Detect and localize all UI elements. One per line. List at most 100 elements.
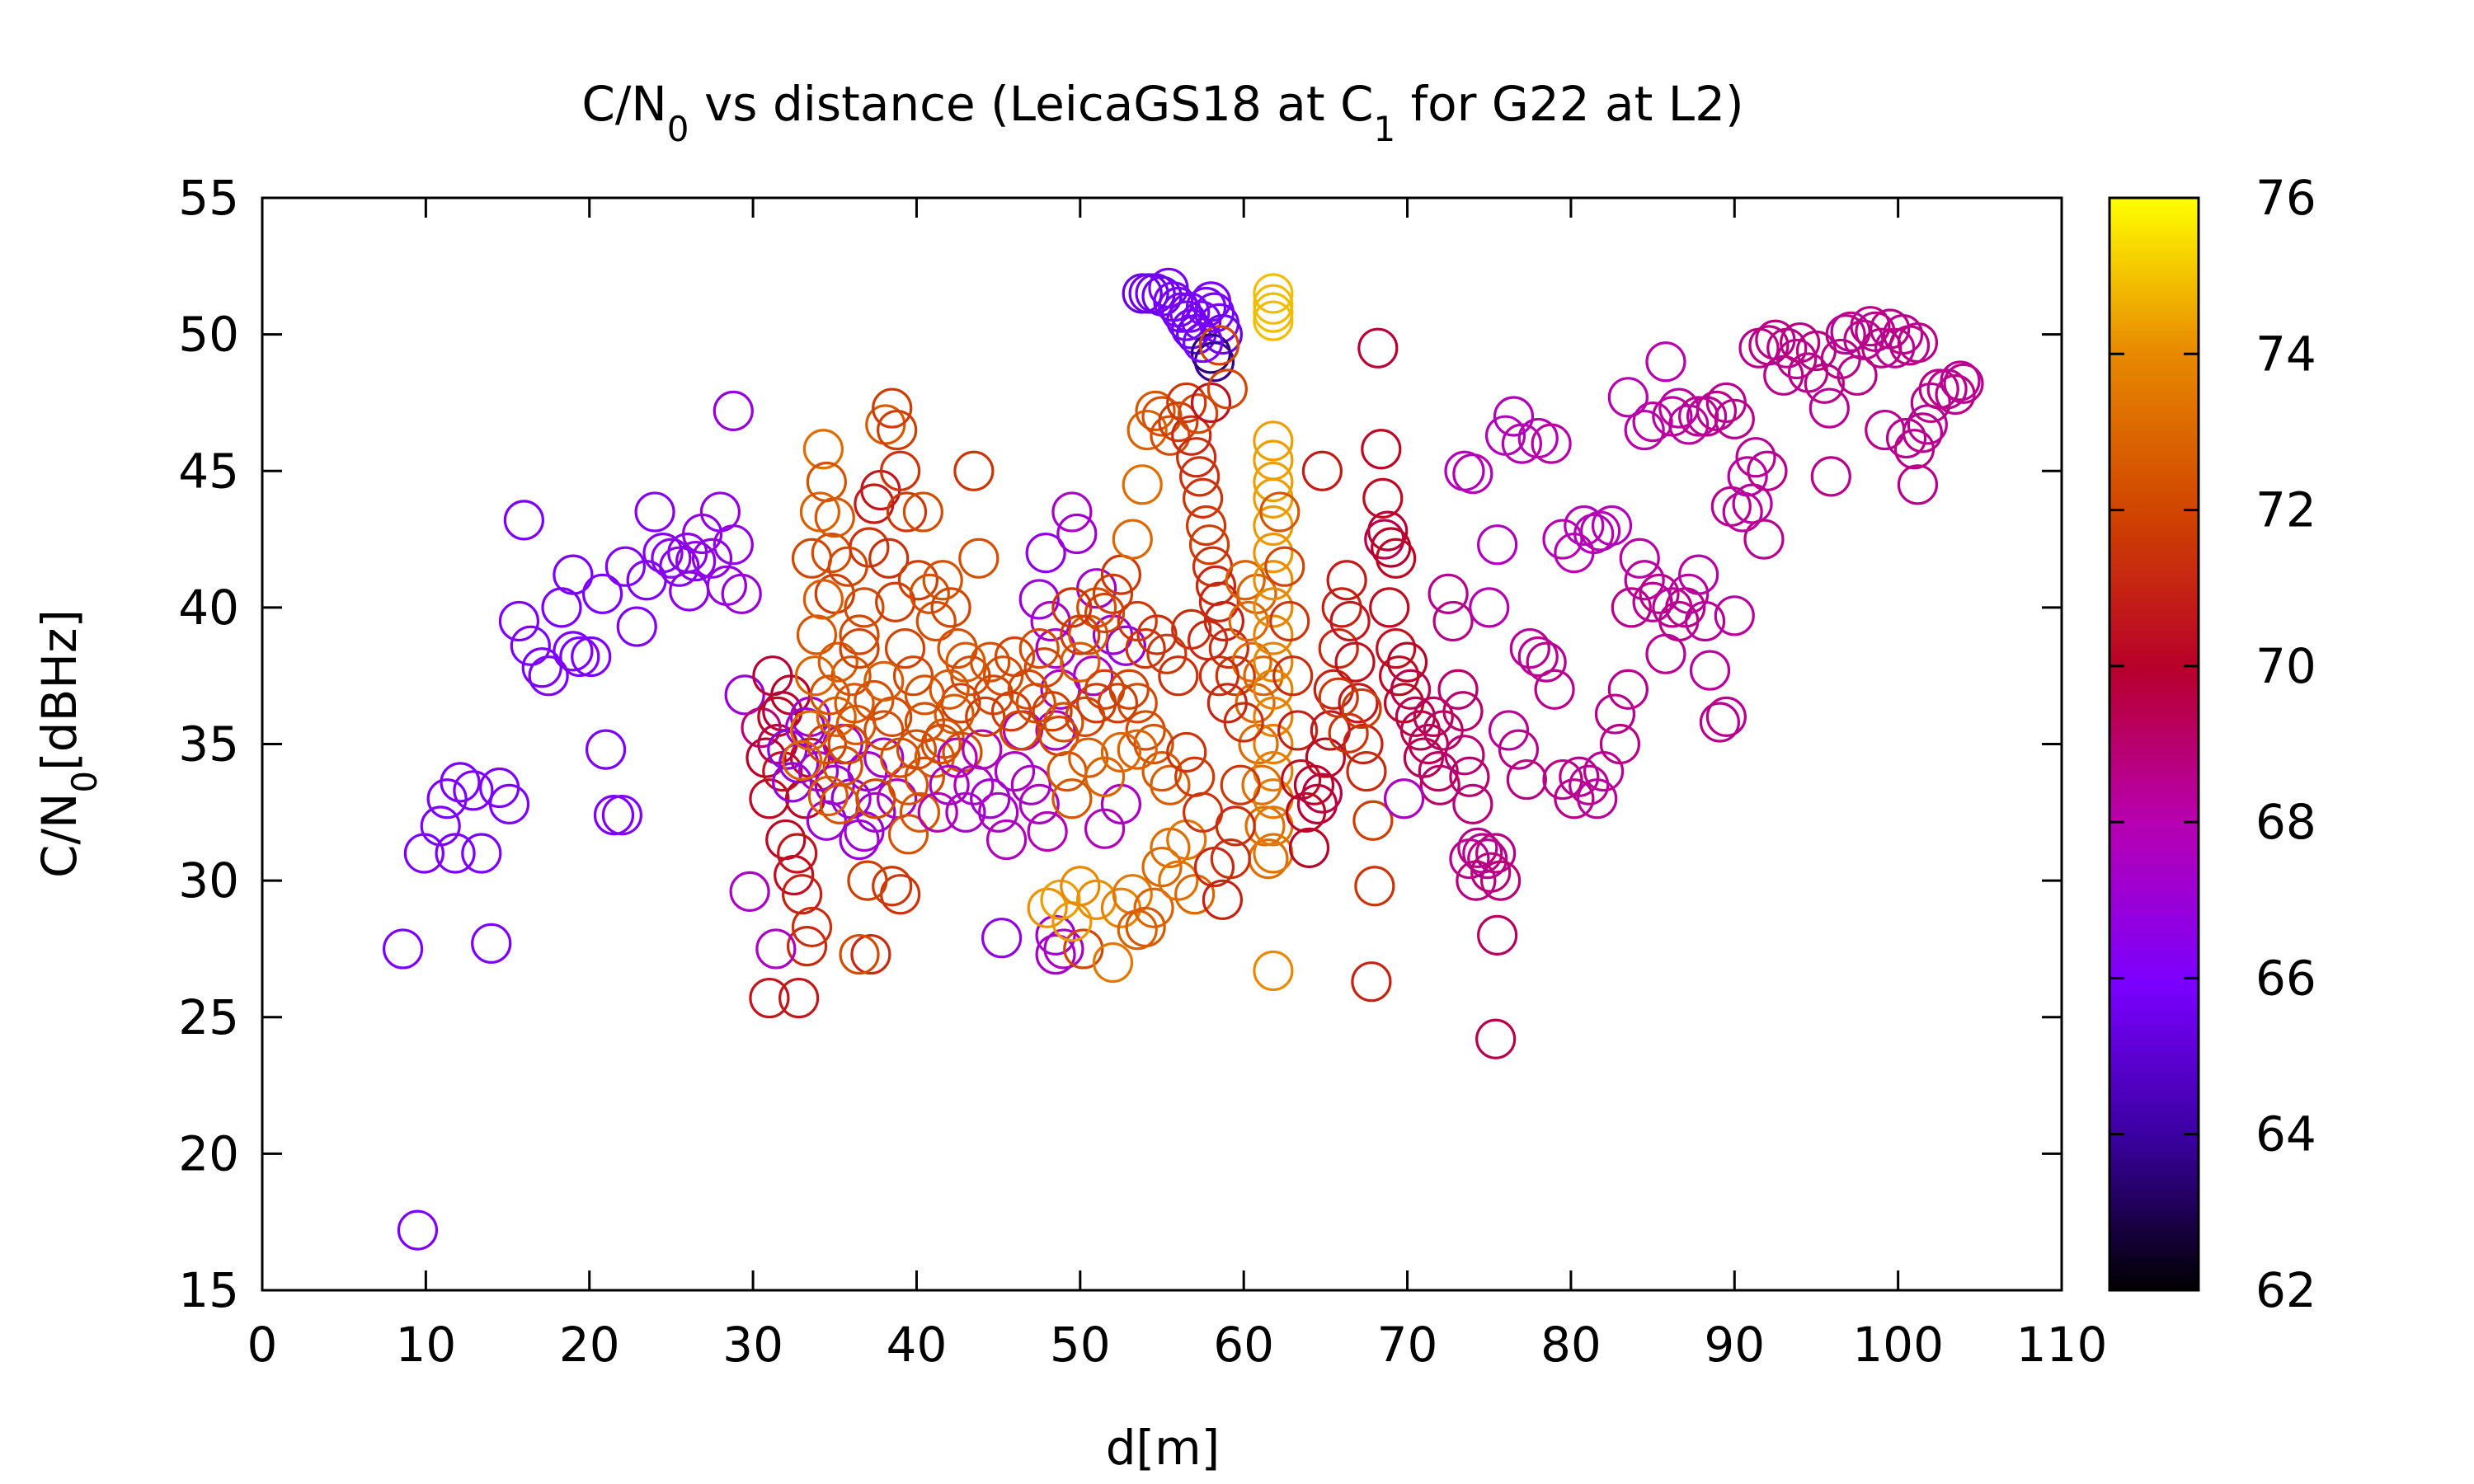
data-point [854, 679, 895, 721]
data-point [786, 926, 828, 967]
x-tick-label: 20 [559, 1317, 620, 1373]
data-point [1632, 402, 1673, 443]
y-tick-label: 40 [178, 580, 239, 636]
data-point [1456, 860, 1497, 901]
data-point [1747, 450, 1788, 491]
data-point [806, 723, 847, 765]
data-point [830, 655, 872, 697]
data-point [1918, 369, 1959, 410]
data-point [1056, 513, 1098, 555]
data-point [1193, 341, 1235, 383]
data-point [1554, 778, 1595, 819]
data-point [1076, 683, 1117, 724]
data-point [1253, 641, 1294, 683]
x-tick-label: 30 [722, 1317, 783, 1373]
x-tick-label: 110 [2016, 1317, 2108, 1373]
data-point [1449, 756, 1490, 797]
data-point [1051, 491, 1093, 533]
data-point [1427, 573, 1469, 614]
data-point [1501, 423, 1543, 464]
data-point [559, 636, 600, 678]
data-point [1215, 805, 1256, 847]
data-point [1185, 505, 1227, 547]
data-point [1043, 702, 1084, 743]
data-point [659, 546, 700, 587]
data-point [1542, 758, 1583, 801]
colorbar-tick-label: 62 [2255, 1262, 2316, 1318]
data-point [1150, 764, 1191, 805]
data-point [1569, 764, 1610, 805]
data-point [642, 533, 684, 574]
data-point [745, 737, 787, 778]
data-point [1722, 491, 1763, 533]
data-point [1452, 453, 1493, 495]
data-point [1743, 519, 1785, 560]
data-point [827, 723, 868, 765]
data-point [1531, 423, 1572, 464]
data-point [781, 874, 823, 915]
data-point [1158, 655, 1199, 697]
data-point [1498, 729, 1540, 770]
x-tick-label: 10 [395, 1317, 456, 1373]
x-axis-label: d[m] [1106, 1420, 1221, 1476]
data-point [1526, 641, 1567, 683]
data-point [1714, 595, 1755, 636]
data-point [1599, 723, 1641, 765]
data-point [875, 581, 916, 622]
data-point [1850, 306, 1891, 347]
data-point [471, 923, 512, 964]
data-point [811, 533, 852, 574]
data-point [886, 491, 928, 533]
data-point [593, 795, 635, 836]
data-point [1469, 587, 1510, 628]
data-point [774, 854, 815, 896]
data-point [904, 674, 945, 716]
data-point [902, 491, 943, 533]
data-point [1136, 614, 1178, 655]
data-point [1763, 355, 1804, 396]
x-tick-label: 50 [1050, 1317, 1111, 1373]
data-point [1668, 404, 1710, 445]
data-point [1897, 322, 1939, 364]
data-point [962, 729, 1003, 770]
data-point [1493, 396, 1535, 437]
data-point [1018, 783, 1060, 824]
data-point [970, 778, 1011, 819]
y-tick-label: 35 [178, 716, 239, 773]
data-point [1051, 778, 1093, 819]
colorbar: 62 64 66 68 70 72 74 76 [2108, 170, 2316, 1318]
data-point [934, 693, 975, 735]
colorbar-tick-label: 74 [2255, 326, 2316, 382]
data-point [1035, 933, 1076, 975]
data-point [581, 573, 623, 614]
data-point [839, 627, 880, 669]
data-point [1940, 360, 1981, 402]
data-point [1334, 641, 1376, 683]
data-point [1206, 683, 1248, 724]
data-point [978, 791, 1019, 833]
data-point [899, 791, 941, 833]
data-point [1047, 751, 1088, 792]
data-point [1607, 669, 1649, 710]
data-point [850, 933, 891, 975]
data-point [1432, 600, 1474, 642]
data-point [953, 450, 995, 491]
data-point [1063, 928, 1104, 970]
data-point [1480, 860, 1522, 901]
data-point [1830, 311, 1871, 352]
data-point [1220, 764, 1261, 805]
y-tick-label: 55 [178, 170, 239, 226]
data-point [872, 387, 913, 429]
y-axis-label: C/N0[dBHz] [31, 609, 105, 878]
data-point [1198, 325, 1240, 366]
colorbar-tick-label: 68 [2255, 794, 2316, 850]
data-point [1437, 669, 1479, 710]
data-point [1065, 696, 1106, 737]
data-point [1343, 723, 1384, 765]
data-point [1362, 477, 1404, 519]
data-point [794, 655, 836, 697]
data-point [440, 762, 481, 803]
data-point [802, 579, 844, 620]
data-point [1253, 587, 1294, 628]
data-point [1073, 655, 1114, 697]
